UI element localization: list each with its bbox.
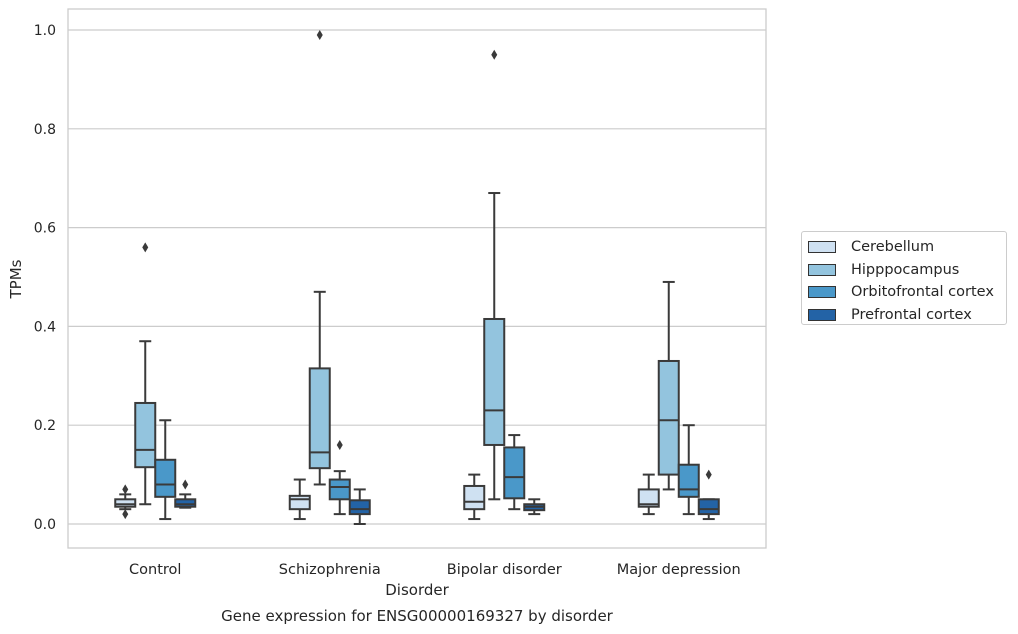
- legend: Cerebellum Hipppocampus Orbitofrontal cort…: [801, 231, 1007, 325]
- outlier-point: [491, 49, 498, 60]
- y-tick-label: 0.6: [34, 221, 56, 237]
- legend-swatch: [808, 308, 836, 321]
- box: [657, 359, 680, 476]
- box: [483, 317, 506, 446]
- box: [463, 484, 486, 511]
- box: [637, 488, 660, 508]
- box: [174, 498, 197, 508]
- y-tick-label: 0.8: [34, 122, 56, 138]
- grid-lines: [68, 29, 766, 525]
- box: [154, 458, 177, 498]
- chart-caption: Gene expression for ENSG00000169327 by d…: [221, 607, 613, 625]
- y-tick-label: 0.0: [34, 517, 56, 533]
- y-tick-label: 1.0: [34, 23, 56, 39]
- outlier-point: [316, 29, 323, 40]
- outlier-point: [142, 242, 149, 253]
- legend-swatch: [808, 286, 836, 299]
- box: [503, 446, 526, 500]
- legend-label: Orbitofrontal cortex: [851, 284, 994, 301]
- box: [328, 478, 351, 501]
- y-axis-ticks: 0.0 0.2 0.4 0.6 0.8 1.0: [34, 23, 56, 533]
- box-plot-marks: [114, 29, 720, 525]
- box: [134, 401, 157, 469]
- plot-frame: [67, 8, 767, 549]
- x-tick-label: Control: [129, 562, 181, 578]
- box: [697, 498, 720, 516]
- x-tick-label: Bipolar disorder: [447, 562, 562, 578]
- legend-swatch: [808, 263, 836, 276]
- box: [348, 499, 371, 516]
- legend-label: Cerebellum: [851, 239, 935, 256]
- outlier-point: [705, 469, 712, 480]
- legend-item: Orbitofrontal cortex: [808, 281, 1006, 304]
- legend-item: Hipppocampus: [808, 259, 1006, 282]
- y-tick-label: 0.2: [34, 418, 56, 434]
- legend-label: Hipppocampus: [851, 261, 960, 278]
- outlier-point: [122, 509, 129, 520]
- outlier-point: [336, 439, 343, 450]
- x-axis-ticks: Control Schizophrenia Bipolar disorder Majo…: [129, 562, 741, 578]
- legend-swatch: [808, 241, 836, 254]
- legend-label: Prefrontal cortex: [851, 306, 972, 323]
- legend-item: Prefrontal cortex: [808, 304, 1006, 327]
- box: [288, 494, 311, 511]
- box: [308, 367, 331, 470]
- outlier-point: [122, 484, 129, 495]
- box: [114, 498, 137, 508]
- x-axis-label: Disorder: [385, 581, 449, 599]
- legend-item: Cerebellum: [808, 236, 1006, 259]
- x-tick-label: Schizophrenia: [279, 562, 381, 578]
- x-tick-label: Major depression: [617, 562, 741, 578]
- outlier-point: [182, 479, 189, 490]
- y-axis-label: TPMs: [7, 259, 25, 299]
- y-tick-label: 0.4: [34, 319, 56, 335]
- box: [677, 463, 700, 498]
